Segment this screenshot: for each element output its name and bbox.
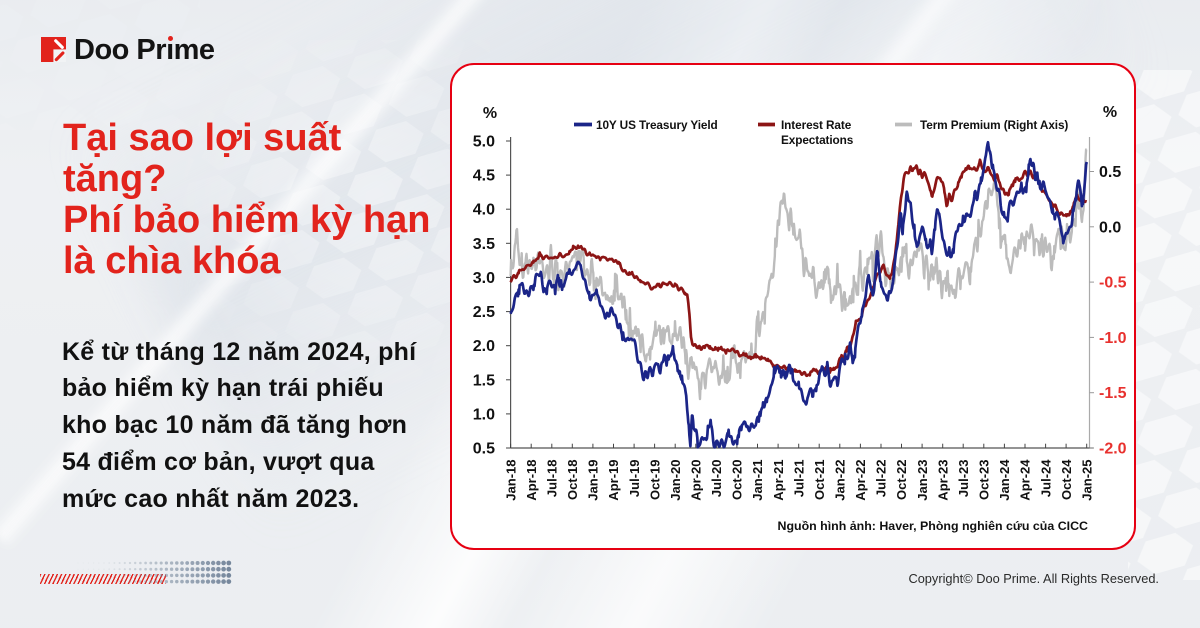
svg-text:2.0: 2.0 (472, 338, 494, 355)
svg-text:Apr-24: Apr-24 (1017, 458, 1032, 500)
svg-text:Jan-24: Jan-24 (997, 458, 1012, 500)
svg-text:%: % (482, 105, 496, 122)
svg-text:3.5: 3.5 (472, 235, 494, 252)
svg-text:Apr-20: Apr-20 (688, 459, 703, 500)
svg-text:Jul-18: Jul-18 (544, 459, 559, 497)
svg-text:1.0: 1.0 (472, 406, 494, 423)
svg-text:2.5: 2.5 (472, 304, 494, 321)
svg-text:5.0: 5.0 (472, 133, 494, 150)
svg-text:Oct-24: Oct-24 (1058, 458, 1073, 499)
svg-text:-1.5: -1.5 (1099, 385, 1127, 402)
svg-text:Jan-23: Jan-23 (914, 459, 929, 500)
svg-text:Oct-18: Oct-18 (565, 459, 580, 499)
svg-text:10Y US Treasury Yield: 10Y US Treasury Yield (596, 118, 718, 132)
svg-text:0.5: 0.5 (472, 440, 494, 457)
svg-text:Jan-25: Jan-25 (1079, 459, 1094, 500)
svg-text:Jan-19: Jan-19 (585, 459, 600, 500)
svg-text:Oct-23: Oct-23 (976, 459, 991, 499)
svg-text:Oct-20: Oct-20 (729, 459, 744, 499)
svg-text:1.5: 1.5 (472, 372, 494, 389)
svg-text:3.0: 3.0 (472, 269, 494, 286)
svg-text:Jan-21: Jan-21 (750, 459, 765, 500)
svg-text:4.5: 4.5 (472, 167, 494, 184)
svg-text:Apr-19: Apr-19 (606, 459, 621, 500)
svg-text:4.0: 4.0 (472, 201, 494, 218)
svg-text:-2.0: -2.0 (1099, 440, 1127, 457)
svg-text:Apr-23: Apr-23 (935, 459, 950, 500)
svg-text:Jul-22: Jul-22 (873, 459, 888, 497)
svg-text:Apr-18: Apr-18 (523, 459, 538, 500)
svg-text:Jul-24: Jul-24 (1038, 458, 1053, 496)
svg-text:Apr-21: Apr-21 (770, 459, 785, 500)
svg-text:Jan-22: Jan-22 (832, 459, 847, 500)
svg-text:Oct-21: Oct-21 (811, 459, 826, 499)
svg-text:Jul-19: Jul-19 (626, 459, 641, 497)
svg-text:Apr-22: Apr-22 (853, 459, 868, 500)
svg-text:Interest Rate: Interest Rate (781, 118, 852, 132)
svg-text:Jul-23: Jul-23 (956, 459, 971, 497)
svg-text:Jan-20: Jan-20 (667, 459, 682, 500)
svg-text:-0.5: -0.5 (1099, 274, 1127, 291)
svg-text:Jul-20: Jul-20 (709, 459, 724, 497)
svg-text:%: % (1102, 104, 1116, 121)
svg-text:Expectations: Expectations (781, 133, 854, 147)
svg-text:Oct-19: Oct-19 (647, 459, 662, 499)
svg-text:Jul-21: Jul-21 (791, 459, 806, 497)
svg-text:Oct-22: Oct-22 (894, 459, 909, 499)
svg-text:Nguồn hình ảnh: Haver, Phòng n: Nguồn hình ảnh: Haver, Phòng nghiên cứu … (777, 519, 1088, 533)
svg-text:Term Premium (Right Axis): Term Premium (Right Axis) (920, 118, 1068, 132)
svg-text:-1.0: -1.0 (1099, 329, 1127, 346)
svg-text:Jan-18: Jan-18 (503, 459, 518, 500)
svg-text:0.5: 0.5 (1099, 164, 1121, 181)
svg-text:0.0: 0.0 (1099, 219, 1121, 236)
